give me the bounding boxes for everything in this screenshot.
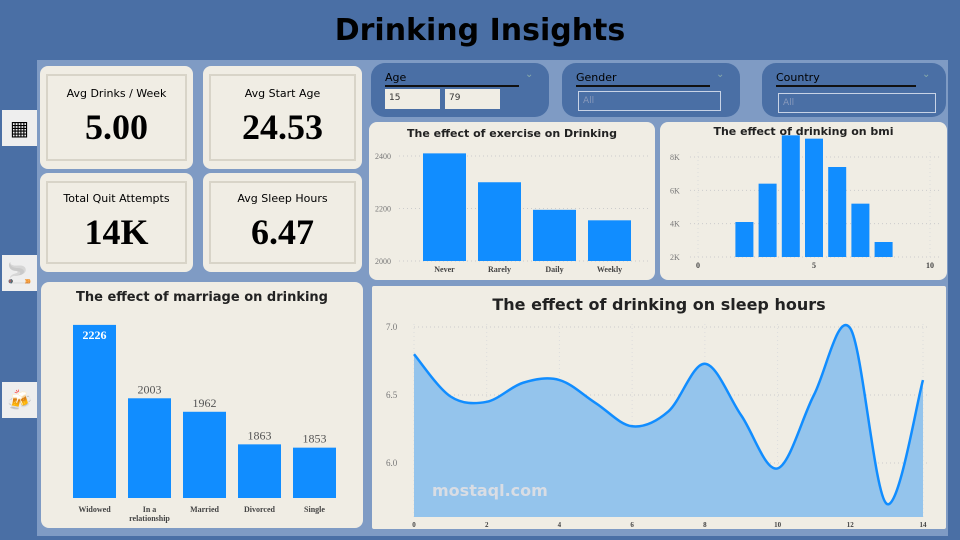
y-tick-label: 2K bbox=[670, 253, 680, 262]
x-tick-label: 2 bbox=[485, 521, 489, 529]
exercise-chart-card: The effect of exercise on Drinking 2000 2… bbox=[369, 122, 655, 280]
bar bbox=[293, 447, 336, 498]
x-tick-label: Daily bbox=[545, 265, 563, 274]
y-tick-label: 6.0 bbox=[386, 458, 398, 468]
x-tick-label: 8 bbox=[703, 521, 707, 529]
kpi-label: Avg Sleep Hours bbox=[237, 192, 328, 205]
x-tick-label: Single bbox=[304, 505, 325, 514]
chevron-down-icon[interactable]: ⌄ bbox=[525, 69, 534, 80]
data-label: 1853 bbox=[303, 432, 327, 446]
x-tick-label: 4 bbox=[558, 521, 562, 529]
x-tick-label: 5 bbox=[812, 261, 816, 270]
data-label: 2003 bbox=[138, 382, 162, 396]
data-label: 1863 bbox=[248, 428, 272, 442]
x-tick-label: 10 bbox=[926, 261, 934, 270]
y-tick-label: 4K bbox=[670, 220, 680, 229]
country-dropdown[interactable]: All bbox=[778, 93, 936, 113]
x-tick-label: Never bbox=[434, 265, 455, 274]
area-fill bbox=[414, 325, 923, 517]
marriage-chart-card: The effect of marriage on drinking 2226 W… bbox=[41, 282, 363, 528]
chevron-down-icon[interactable]: ⌄ bbox=[922, 69, 931, 80]
x-tick-label: 12 bbox=[847, 521, 855, 529]
x-tick-label: Married bbox=[190, 505, 219, 514]
y-tick-label: 2400 bbox=[375, 152, 391, 161]
chart-title: The effect of drinking on sleep hours bbox=[492, 295, 826, 314]
y-tick-label: 2200 bbox=[375, 205, 391, 214]
gender-value: All bbox=[583, 96, 595, 106]
gender-dropdown[interactable]: All bbox=[578, 91, 721, 111]
age-min-input[interactable]: 15 bbox=[385, 89, 440, 109]
x-tick-label: In a bbox=[143, 505, 157, 514]
gender-slicer[interactable]: Gender ⌄ All bbox=[562, 63, 740, 117]
kpi-avg-sleep-hours: Avg Sleep Hours 6.47 bbox=[203, 173, 362, 272]
kpi-label: Avg Drinks / Week bbox=[66, 87, 167, 100]
x-tick-label: Weekly bbox=[597, 265, 622, 274]
kpi-total-quit-attempts: Total Quit Attempts 14K bbox=[40, 173, 193, 272]
x-tick-label: 10 bbox=[774, 521, 782, 529]
cigarette-pack-icon[interactable]: 🚬 bbox=[2, 255, 37, 291]
y-tick-label: 7.0 bbox=[386, 322, 398, 332]
kpi-label: Avg Start Age bbox=[244, 87, 321, 100]
country-value: All bbox=[783, 98, 795, 108]
x-tick-label: 14 bbox=[920, 521, 928, 529]
bar bbox=[73, 324, 116, 498]
country-slicer-title: Country bbox=[776, 71, 916, 87]
sleep-chart-card: The effect of drinking on sleep hours 6.… bbox=[372, 286, 946, 529]
chart-title: The effect of drinking on bmi bbox=[713, 125, 894, 138]
dashboard-icon[interactable]: ▦ bbox=[2, 110, 37, 146]
series-line bbox=[413, 324, 925, 506]
x-tick-label: 0 bbox=[696, 261, 700, 270]
bmi-chart: 2K 4K 6K 8K 0 5 10 bbox=[670, 135, 940, 270]
gender-slicer-title: Gender bbox=[576, 71, 710, 87]
data-label: 1962 bbox=[193, 396, 217, 410]
bar bbox=[874, 242, 893, 257]
bar bbox=[735, 222, 754, 257]
x-tick-label: Widowed bbox=[78, 505, 111, 514]
age-slicer-title: Age bbox=[385, 71, 519, 87]
bmi-chart-card: The effect of drinking on bmi 2K 4K 6K 8K 0 5… bbox=[660, 122, 947, 280]
exercise-chart: 2000 2200 2400 Never Rarely Daily Weekly bbox=[375, 152, 651, 274]
x-tick-label: 6 bbox=[630, 521, 634, 529]
bar bbox=[423, 153, 466, 261]
chart-title: The effect of exercise on Drinking bbox=[407, 127, 617, 140]
bar bbox=[478, 182, 521, 261]
bar bbox=[128, 398, 171, 498]
chart-title: The effect of marriage on drinking bbox=[75, 290, 328, 305]
kpi-avg-start-age: Avg Start Age 24.53 bbox=[203, 66, 362, 169]
bar bbox=[758, 183, 777, 257]
country-slicer[interactable]: Country ⌄ All bbox=[762, 63, 946, 117]
watermark: mostaql.com bbox=[432, 481, 548, 500]
bar bbox=[781, 135, 800, 257]
chevron-down-icon[interactable]: ⌄ bbox=[716, 69, 725, 80]
bar bbox=[238, 444, 281, 498]
kpi-value: 24.53 bbox=[242, 107, 323, 147]
dashboard-title: Drinking Insights bbox=[334, 12, 626, 48]
age-slicer[interactable]: Age ⌄ 15 79 bbox=[371, 63, 549, 117]
y-tick-label: 6.5 bbox=[386, 390, 398, 400]
kpi-value: 14K bbox=[84, 212, 149, 252]
beer-mugs-icon[interactable]: 🍻 bbox=[2, 382, 37, 418]
x-tick-label: relationship bbox=[129, 514, 170, 523]
y-tick-label: 6K bbox=[670, 186, 680, 195]
bar bbox=[828, 167, 847, 257]
sleep-chart: 6.0 6.5 7.0 0 2 4 6 8 10 12 14 bbox=[386, 322, 928, 529]
kpi-label: Total Quit Attempts bbox=[63, 192, 170, 205]
title-bar: Drinking Insights bbox=[0, 0, 960, 60]
kpi-value: 6.47 bbox=[251, 212, 314, 252]
bar bbox=[851, 203, 870, 257]
x-tick-label: Divorced bbox=[244, 505, 276, 514]
bar bbox=[588, 220, 631, 261]
x-tick-label: 0 bbox=[412, 521, 416, 529]
bar bbox=[805, 138, 823, 257]
bar bbox=[533, 209, 576, 261]
kpi-value: 5.00 bbox=[85, 107, 148, 147]
y-tick-label: 2000 bbox=[375, 257, 391, 266]
age-max-input[interactable]: 79 bbox=[445, 89, 500, 109]
data-label: 2226 bbox=[83, 328, 107, 342]
kpi-avg-drinks: Avg Drinks / Week 5.00 bbox=[40, 66, 193, 169]
x-tick-label: Rarely bbox=[488, 265, 511, 274]
y-tick-label: 8K bbox=[670, 153, 680, 162]
bar bbox=[183, 411, 226, 498]
